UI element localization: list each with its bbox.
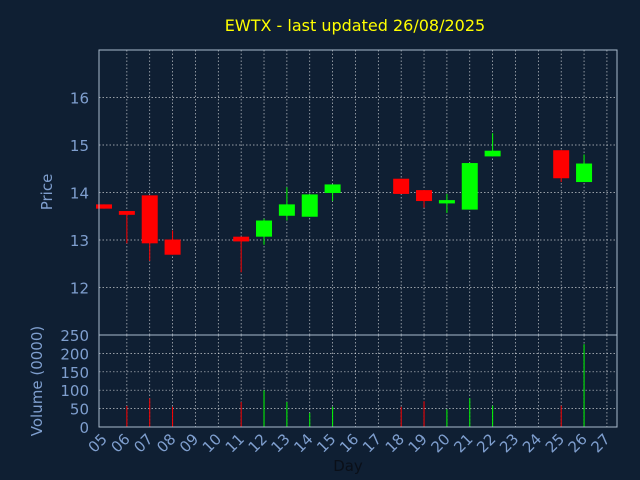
volume-y-tick-label: 100	[60, 382, 89, 400]
volume-frame	[98, 334, 618, 428]
x-axis-label: Day	[333, 457, 363, 475]
candle-body-26	[576, 163, 593, 183]
price-y-ticks: 12 13 14 15 16	[70, 90, 89, 298]
price-y-tick-label: 14	[70, 185, 89, 203]
chart-title: EWTX - last updated 26/08/2025	[225, 16, 485, 35]
candle-body-05	[96, 204, 112, 209]
volume-grid	[99, 335, 617, 427]
candle-body-06	[118, 211, 135, 215]
price-panel: 12 13 14 15 16 Price	[38, 49, 618, 336]
volume-y-tick-label: 0	[79, 419, 89, 437]
price-y-tick-label: 16	[70, 90, 89, 108]
candle-body-20	[438, 200, 455, 204]
candle-body-12	[256, 220, 273, 237]
candle-body-07	[141, 195, 158, 244]
candle-body-22	[484, 150, 501, 157]
volume-y-axis-label: Volume (0000)	[28, 326, 46, 436]
candle-body-11	[233, 236, 250, 242]
price-y-tick-label: 12	[70, 280, 89, 298]
candle-body-19	[416, 190, 433, 202]
candle-body-13	[278, 204, 295, 216]
candle-body-21	[461, 163, 478, 210]
candle-body-15	[324, 184, 341, 193]
candle-body-18	[393, 178, 410, 194]
price-candles	[96, 133, 593, 273]
volume-y-tick-label: 250	[60, 327, 89, 345]
price-y-tick-label: 13	[70, 232, 89, 250]
price-y-tick-label: 15	[70, 137, 89, 155]
volume-bars	[126, 344, 585, 427]
volume-y-tick-label: 200	[60, 345, 89, 363]
price-grid	[99, 50, 617, 335]
volume-y-tick-label: 50	[70, 401, 89, 419]
candle-body-14	[301, 194, 318, 217]
candle-body-08	[164, 239, 181, 255]
volume-y-tick-label: 150	[60, 364, 89, 382]
x-tick-labels: 0506070809101112131415161718192021222324…	[85, 430, 614, 456]
x-tick-label-27: 27	[588, 430, 614, 456]
price-y-axis-label: Price	[38, 174, 56, 211]
candle-body-25	[553, 150, 570, 179]
